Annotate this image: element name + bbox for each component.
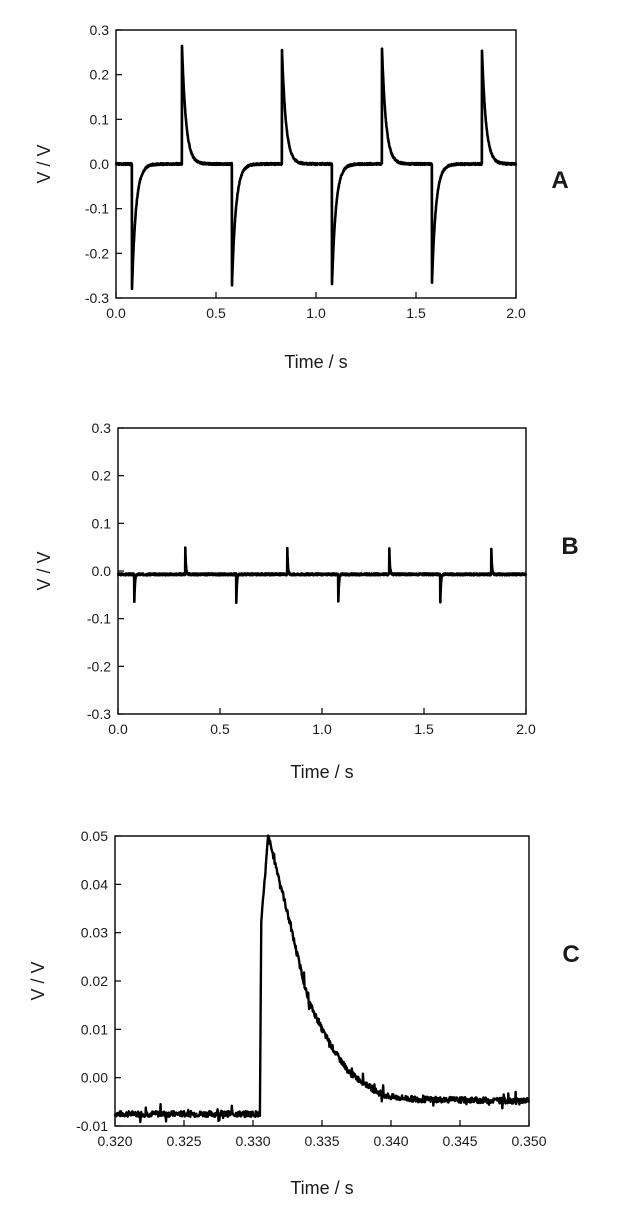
panel-c-trace xyxy=(113,834,531,1124)
panel-c-x-tick-label: 0.350 xyxy=(511,1133,546,1149)
panel-c-x-tick-label: 0.335 xyxy=(304,1133,339,1149)
panel-c-x-ticks: 0.320 0.325 0.330 0.335 0.340 0.345 0.350 xyxy=(97,1120,547,1149)
panel-a-x-tick-label: 0.5 xyxy=(206,305,226,321)
panel-c-y-tick-label: 0.03 xyxy=(81,925,108,941)
panel-b-x-ticks: 0.0 0.5 1.0 1.5 2.0 xyxy=(108,708,536,737)
panel-c-letter: C xyxy=(562,941,579,968)
panel-b: 0.0 0.5 1.0 1.5 2.0 0.3 0.2 0.1 0.0 -0.1 -0.2 -0.3… xyxy=(34,420,579,782)
panel-c-x-tick-label: 0.345 xyxy=(442,1133,477,1149)
panel-c-x-tick-label: 0.320 xyxy=(97,1133,132,1149)
panel-a-y-tick-label: 0.0 xyxy=(90,156,110,172)
panel-b-y-tick-label: 0.3 xyxy=(92,420,112,436)
panel-c-y-tick-label: 0.01 xyxy=(81,1021,108,1037)
panel-a-y-tick-label: 0.2 xyxy=(90,67,110,83)
panel-c-y-axis-label: V / V xyxy=(28,961,48,1000)
panel-a-x-tick-label: 0.0 xyxy=(106,305,126,321)
panel-c-y-tick-label: -0.01 xyxy=(76,1118,108,1134)
panel-b-x-tick-label: 1.0 xyxy=(312,721,332,737)
panel-a-x-axis-label: Time / s xyxy=(284,352,347,372)
panel-b-x-tick-label: 2.0 xyxy=(516,721,536,737)
panel-b-y-tick-label: 0.0 xyxy=(92,563,112,579)
panel-c-y-tick-label: 0.04 xyxy=(81,876,108,892)
panel-c-series xyxy=(113,834,531,1124)
panel-a-x-tick-label: 2.0 xyxy=(506,305,526,321)
panel-a-y-tick-label: -0.3 xyxy=(85,290,109,306)
panel-c-plot-frame xyxy=(114,835,530,1127)
panel-c-x-tick-label: 0.340 xyxy=(373,1133,408,1149)
panel-b-x-tick-label: 1.5 xyxy=(414,721,434,737)
panel-b-trace xyxy=(116,546,528,605)
panel-a-y-tick-label: 0.3 xyxy=(90,22,110,38)
panel-b-x-tick-label: 0.5 xyxy=(210,721,230,737)
panel-a-y-tick-label: -0.2 xyxy=(85,245,109,261)
panel-a-series xyxy=(114,44,518,291)
panel-b-y-axis-label: V / V xyxy=(34,551,54,590)
panel-a-letter: A xyxy=(551,167,568,194)
panel-c-x-tick-label: 0.325 xyxy=(166,1133,201,1149)
panel-c-x-tick-label: 0.330 xyxy=(235,1133,270,1149)
panel-a-y-ticks: 0.3 0.2 0.1 0.0 -0.1 -0.2 -0.3 xyxy=(85,22,122,306)
panel-a-trace xyxy=(114,44,518,291)
panel-c-y-tick-label: 0.00 xyxy=(81,1070,108,1086)
panel-c-y-ticks: 0.05 0.04 0.03 0.02 0.01 0.00 -0.01 xyxy=(76,828,121,1134)
panel-b-y-tick-label: -0.1 xyxy=(87,611,111,627)
panel-b-y-ticks: 0.3 0.2 0.1 0.0 -0.1 -0.2 -0.3 xyxy=(87,420,124,722)
panel-b-y-tick-label: -0.2 xyxy=(87,658,111,674)
panel-a: 0.0 0.5 1.0 1.5 2.0 0.3 0.2 0.1 0.0 -0.1 -0.2 -0.3… xyxy=(34,22,569,372)
panel-b-letter: B xyxy=(561,533,578,560)
panel-a-y-axis-label: V / V xyxy=(34,144,54,183)
panel-a-x-ticks: 0.0 0.5 1.0 1.5 2.0 xyxy=(106,292,526,321)
panel-b-y-tick-label: 0.2 xyxy=(92,468,112,484)
panel-a-x-tick-label: 1.0 xyxy=(306,305,326,321)
panel-b-y-tick-label: -0.3 xyxy=(87,706,111,722)
panel-c-y-tick-label: 0.02 xyxy=(81,973,108,989)
panel-c-x-axis-label: Time / s xyxy=(290,1178,353,1198)
panel-a-x-tick-label: 1.5 xyxy=(406,305,426,321)
panel-b-y-tick-label: 0.1 xyxy=(92,515,112,531)
panel-a-y-tick-label: 0.1 xyxy=(90,111,110,127)
panel-b-plot-frame xyxy=(117,427,527,715)
panel-c-y-tick-label: 0.05 xyxy=(81,828,108,844)
panel-c: 0.320 0.325 0.330 0.335 0.340 0.345 0.350 0.05… xyxy=(28,828,580,1198)
panel-b-x-tick-label: 0.0 xyxy=(108,721,128,737)
panel-b-series xyxy=(116,546,528,605)
panel-b-x-axis-label: Time / s xyxy=(290,762,353,782)
panel-a-y-tick-label: -0.1 xyxy=(85,201,109,217)
